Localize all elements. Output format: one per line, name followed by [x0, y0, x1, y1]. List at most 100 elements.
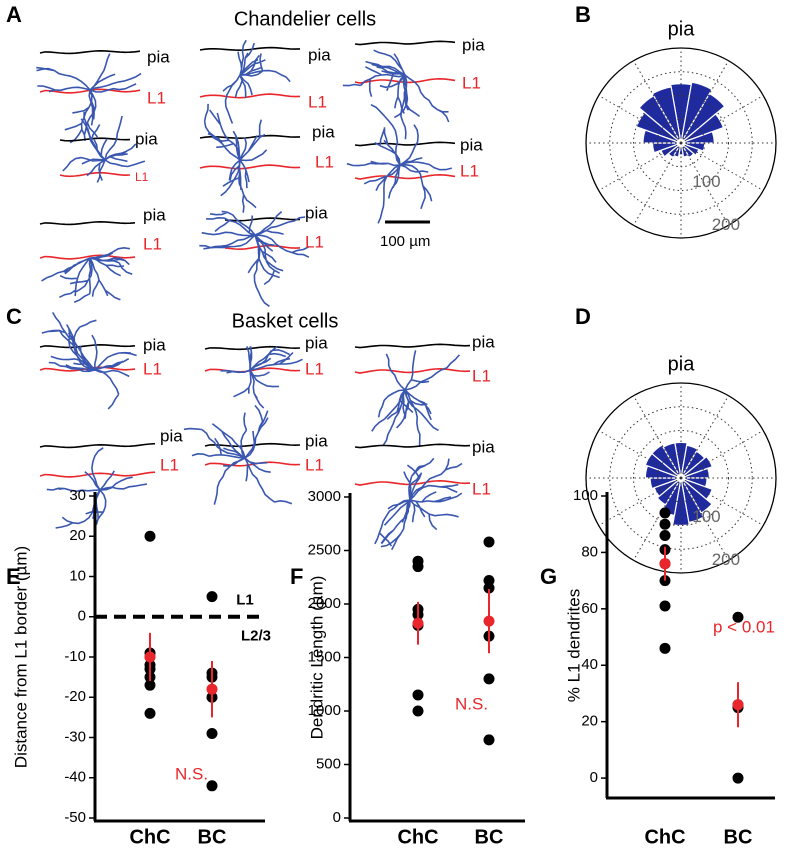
pia-label: pia [312, 122, 335, 141]
y-tick-label: 1500 [308, 648, 341, 665]
y-tick-label: -10 [64, 648, 86, 665]
mean-point [144, 651, 156, 663]
scale-bar-label: 100 µm [380, 233, 430, 250]
grid-circle [609, 406, 753, 550]
pia-label: pia [305, 431, 328, 450]
neuron-tracing [36, 53, 142, 144]
data-point [206, 727, 218, 739]
panel-label: C [6, 304, 22, 329]
data-point [144, 530, 156, 542]
reference-label: L1 [236, 592, 254, 609]
data-point [483, 582, 495, 594]
outer-circle [585, 47, 777, 239]
y-axis-label: % L1 dendrites [564, 589, 583, 702]
l1-line [39, 471, 156, 478]
x-tick-label: BC [475, 826, 504, 848]
panel-label: G [540, 564, 557, 589]
panel-label: F [290, 564, 303, 589]
mean-point [659, 558, 671, 570]
rose-wedge [656, 477, 682, 506]
section-title: Basket cells [232, 310, 339, 332]
neuron-tracing [374, 457, 463, 551]
l1-label: L1 [147, 88, 166, 107]
r-tick-label: 200 [712, 215, 740, 234]
panel-labels: A B C D E F G [6, 2, 591, 589]
pia-label: pia [460, 135, 483, 154]
mean-point [206, 683, 218, 695]
r-tick-label: 200 [712, 550, 740, 569]
pia-label: pia [160, 426, 183, 445]
grid-circle [633, 430, 729, 526]
pia-label: pia [143, 205, 166, 224]
data-point [483, 734, 495, 746]
pia-line [39, 49, 141, 55]
annotation: p < 0.01 [713, 617, 775, 636]
l1-line [199, 93, 301, 99]
data-point [412, 561, 424, 573]
neuron-tracing [203, 103, 268, 213]
l1-label: L1 [143, 234, 162, 253]
rose-wedge [680, 455, 714, 479]
rose-wedge [662, 442, 682, 479]
l1-label: L1 [460, 161, 479, 180]
pia-line [39, 220, 136, 226]
panel-label: D [575, 304, 591, 329]
data-point [206, 780, 218, 792]
neuron-tracing [41, 247, 133, 303]
l1-line [39, 254, 136, 260]
data-point [412, 689, 424, 701]
pia-line [204, 442, 301, 448]
data-point [659, 642, 671, 654]
neuron-tracing [371, 350, 460, 447]
l1-label: L1 [305, 232, 324, 251]
y-tick-label: 10 [69, 567, 86, 584]
x-tick-label: ChC [129, 826, 170, 848]
data-point [659, 507, 671, 519]
rose-wedge [680, 81, 713, 144]
mean-point [412, 617, 424, 629]
annotation: N.S. [175, 764, 208, 783]
reference-label: L2/3 [241, 628, 271, 645]
neuron-tracing [62, 111, 146, 183]
pia-line [354, 343, 471, 349]
y-tick-label: 0 [78, 608, 86, 625]
neuron-tracing [46, 447, 148, 529]
panel-label: A [6, 2, 22, 27]
l1-label: L1 [472, 366, 491, 385]
rose-wedge [651, 444, 682, 479]
l1-line [354, 479, 471, 486]
l1-label: L1 [135, 170, 149, 184]
pia-line [59, 137, 131, 142]
pia-label: pia [462, 35, 485, 54]
pia-label: pia [305, 333, 328, 352]
neuron-tracing [199, 210, 310, 307]
pia-label: pia [305, 203, 328, 222]
panel-label: B [575, 2, 591, 27]
grid-circle [656, 118, 706, 168]
y-tick-label: 1000 [308, 702, 341, 719]
pia-line [354, 443, 471, 449]
grid-circle [609, 71, 753, 215]
pia-line [354, 141, 456, 147]
neuron-tracing [183, 404, 293, 505]
y-tick-label: -50 [64, 809, 86, 826]
rose-wedge [680, 130, 715, 144]
y-tick-label: 80 [581, 543, 598, 560]
data-point [659, 600, 671, 612]
l1-label: L1 [305, 455, 324, 474]
section-title: Chandelier cells [234, 8, 376, 30]
rose-wedge [651, 86, 682, 144]
y-tick-label: 500 [316, 755, 341, 772]
y-tick-label: 2000 [308, 595, 341, 612]
l1-line [354, 173, 456, 180]
rose-wedge [680, 142, 695, 159]
mean-point [483, 615, 495, 627]
polar-title: pia [668, 353, 696, 375]
data-point [412, 705, 424, 717]
rose-wedge [680, 92, 726, 144]
l1-label: L1 [305, 359, 324, 378]
l1-label: L1 [308, 92, 327, 111]
neuron-tracing [222, 39, 291, 124]
pia-label: pia [143, 335, 166, 354]
